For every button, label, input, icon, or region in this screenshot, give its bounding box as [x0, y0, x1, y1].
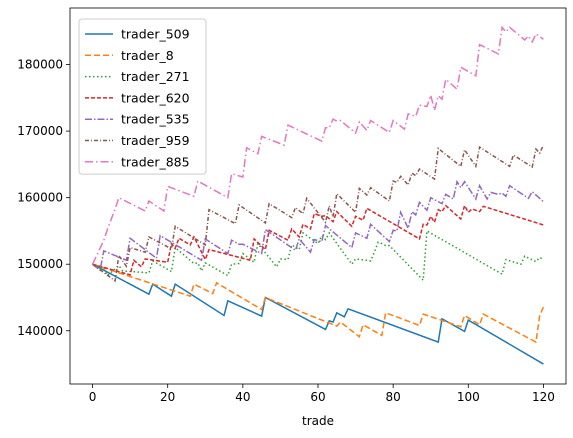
y-tick-label: 170000 [17, 124, 63, 138]
x-tick-label: 0 [89, 390, 97, 404]
legend-label-trader_620: trader_620 [121, 90, 190, 105]
x-tick-label: 20 [160, 390, 175, 404]
y-tick-label: 180000 [17, 58, 63, 72]
series-line-trader_885 [91, 25, 544, 265]
series-line-trader_8 [92, 263, 545, 344]
legend-label-trader_271: trader_271 [121, 69, 190, 84]
legend-label-trader_509: trader_509 [121, 27, 190, 42]
y-axis: 140000 150000 160000 170000 180000 [17, 58, 70, 338]
legend-label-trader_885: trader_885 [121, 154, 190, 169]
series-line-trader_509 [92, 263, 544, 365]
legend-label-trader_535: trader_535 [121, 112, 190, 127]
y-tick-label: 160000 [17, 191, 63, 205]
legend-label-trader_8: trader_8 [121, 48, 174, 63]
y-tick-label: 140000 [17, 324, 63, 338]
series-layer [91, 25, 545, 365]
legend: trader_509 trader_8 trader_271 trader_620tr… [78, 18, 207, 175]
legend-label-trader_959: trader_959 [121, 133, 190, 148]
y-tick-label: 150000 [17, 257, 63, 271]
x-tick-label: 40 [235, 390, 250, 404]
x-axis: 0 20 40 60 80 100 120 [89, 384, 555, 404]
series-line-trader_535 [92, 179, 544, 272]
legend-box [78, 18, 207, 175]
x-tick-label: 100 [457, 390, 480, 404]
series-line-trader_620 [92, 203, 544, 276]
x-tick-label: 60 [310, 390, 325, 404]
x-tick-label: 80 [386, 390, 401, 404]
x-tick-label: 120 [532, 390, 555, 404]
x-axis-label: trade [302, 414, 334, 428]
